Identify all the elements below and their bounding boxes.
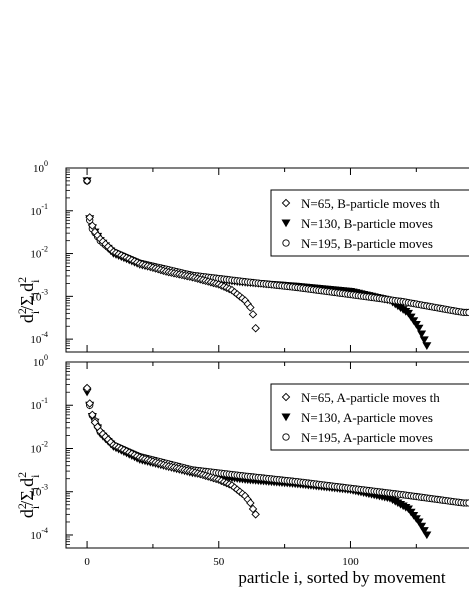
series-layer (82, 176, 469, 350)
y-tick-exponent: 0 (44, 353, 48, 362)
data-point-triangle (419, 527, 429, 535)
data-point-triangle (406, 313, 416, 322)
data-point-diamond (248, 504, 258, 514)
series-diamond-open (82, 383, 260, 519)
legend-entry: N=195, A-particle moves (301, 430, 433, 445)
x-tick-label: 100 (342, 556, 359, 568)
data-point-diamond (88, 221, 97, 230)
legend-entry: N=130, B-particle moves (301, 216, 433, 231)
y-axis-label-bottom: d2i/Σid2i (15, 472, 42, 518)
y-tick-exponent: -3 (41, 287, 48, 296)
data-point-diamond (246, 303, 255, 312)
data-point-circle (282, 239, 290, 247)
y-tick-label: 10-1 (30, 396, 48, 412)
data-point-diamond (82, 176, 92, 186)
data-point-diamond (281, 392, 291, 402)
data-point-triangle (409, 317, 419, 325)
data-point-diamond (251, 510, 260, 519)
y-tick-exponent: -4 (41, 526, 48, 535)
y-tick-exponent: -1 (41, 396, 48, 405)
y-tick-label: 10-1 (30, 202, 48, 218)
data-point-diamond (248, 310, 258, 319)
legend-entry: N=65, A-particle moves th (301, 390, 440, 405)
data-point-triangle (411, 320, 421, 329)
series-diamond-open (82, 176, 260, 333)
data-point-diamond (88, 410, 97, 420)
legend-entry: N=65, B-particle moves th (301, 196, 440, 211)
data-point-triangle (414, 518, 424, 527)
y-tick-exponent: 0 (44, 159, 48, 168)
x-tick-label: 0 (84, 556, 90, 568)
data-point-triangle (422, 531, 432, 540)
x-axis-label: particle i, sorted by movement (238, 568, 446, 587)
legend-box (270, 383, 469, 451)
y-tick-label: 10-2 (30, 245, 48, 261)
data-point-diamond (246, 498, 255, 508)
y-tick-exponent: -1 (41, 202, 48, 211)
y-tick-label: 100 (33, 353, 48, 369)
y-tick-exponent: -2 (41, 439, 48, 448)
data-point-triangle (417, 522, 427, 531)
y-tick-label: 10-4 (30, 330, 48, 346)
legend-entry: N=130, A-particle moves (301, 410, 433, 425)
y-tick-label: 100 (33, 159, 48, 175)
series-layer (82, 383, 469, 540)
legend-box (270, 189, 469, 257)
y-axis-label-top: d2i/Σid2i (15, 277, 42, 323)
y-tick-label: 10-2 (30, 439, 48, 455)
data-point-diamond (251, 323, 260, 333)
data-point-triangle (422, 342, 432, 350)
legend-entry: N=195, B-particle moves (301, 236, 433, 251)
data-point-circle (282, 433, 290, 441)
data-point-triangle (414, 324, 424, 333)
data-point-diamond (85, 399, 94, 408)
x-tick-label: 50 (213, 556, 225, 568)
y-tick-label: 10-4 (30, 526, 48, 542)
data-point-diamond (85, 213, 94, 222)
y-tick-exponent: -4 (41, 330, 48, 339)
data-point-triangle (417, 330, 427, 339)
y-tick-exponent: -2 (41, 245, 48, 254)
data-point-diamond (281, 198, 291, 208)
data-point-diamond (82, 383, 92, 393)
y-tick-exponent: -3 (41, 483, 48, 492)
data-point-triangle (419, 336, 429, 345)
data-point-triangle (403, 309, 413, 318)
data-point-triangle (281, 219, 291, 228)
data-point-triangle (281, 413, 291, 422)
